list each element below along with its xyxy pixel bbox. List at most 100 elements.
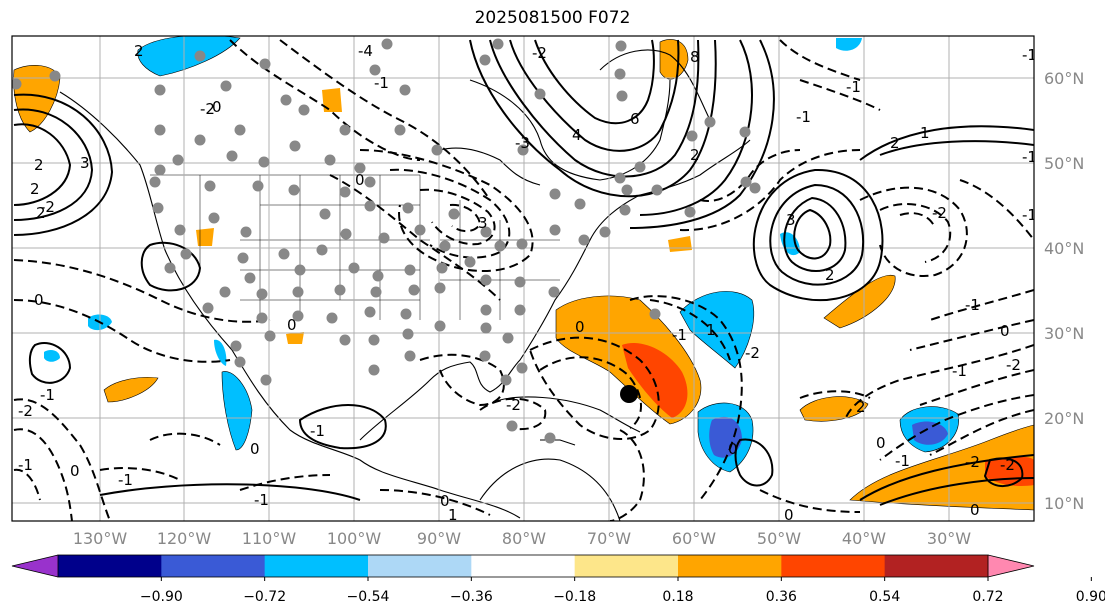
colorbar-segment [781,555,886,577]
shade-orange-plains [322,88,342,112]
contour-label: 2 [36,204,46,222]
colorbar-arrow-left [12,555,58,577]
colorbar-segment [574,555,679,577]
contour-labels: 2 0 -2 -4 8 6 4 2 -3 -2 3 -1 0 -1 1 2 0 … [18,42,1037,524]
colorbar-segment [368,555,472,577]
contour-label: 0 [784,506,794,524]
solid-contours [13,39,1034,506]
longitude-labels: 130°W 120°W 110°W 100°W 90°W 80°W 70°W 6… [73,529,971,548]
contour-label: 1 [706,321,716,339]
contour-label: 0 [287,316,297,334]
contour-label: -1 [672,326,687,344]
lat-label: 40°N [1044,239,1084,258]
contour-label: -2 [745,344,760,362]
lat-label: 50°N [1044,154,1084,173]
lon-label: 80°W [502,529,546,548]
contour-label: -1 [952,362,967,380]
colorbar-segment [471,555,576,577]
lon-label: 130°W [73,529,128,548]
contour-label: -1 [965,296,980,314]
contour-label: -2 [18,402,33,420]
contour-label: -1 [895,452,910,470]
contour-label: 0 [728,440,738,458]
colorbar-tick-label: 0.72 [972,589,1003,605]
contour-label: -1 [374,74,389,92]
contour-label: 0 [70,462,80,480]
contour-label: -4 [358,42,373,60]
contour-label: -1 [1022,206,1037,224]
contour-label: 2 [690,146,700,164]
lon-label: 50°W [757,529,801,548]
colorbar-tick-label: −0.36 [450,589,493,605]
contour-label: 6 [630,110,640,128]
contour-label: -1 [254,491,269,509]
latitude-labels: 60°N 50°N 40°N 30°N 20°N 10°N [1044,69,1084,513]
lon-label: 40°W [842,529,886,548]
shade-orange-southeast [849,424,1034,511]
lon-label: 90°W [417,529,461,548]
contour-label: -1 [1022,46,1037,64]
shade-blue-greenland [836,38,862,51]
shade-orange-hudson [659,39,689,80]
contour-label: 0 [876,434,886,452]
contour-label: 0 [250,440,260,458]
contour-label: -2 [506,396,521,414]
contour-label: 0 [355,171,365,189]
contour-label: 1 [448,506,458,524]
contour-label: -1 [1022,148,1037,166]
shade-orange-pacific-small [103,377,159,403]
storm-center-marker [620,385,638,403]
contour-label: -2 [532,44,547,62]
contour-label: -1 [18,456,33,474]
colorbar-segment [884,555,989,577]
contour-label: 1 [920,124,930,142]
contour-label: -2 [932,204,947,222]
shade-blue-pacific-tiny [44,350,60,362]
contour-label: 2 [134,42,144,60]
colorbar-segment [58,555,162,577]
map-title: 2025081500 F072 [474,8,631,28]
shade-blue-north [137,36,241,77]
contour-label: 0 [34,291,44,309]
colorbar: −0.90 −0.72 −0.54 −0.36 −0.18 0.18 0.36 0.54 0.7… [11,554,1105,605]
colorbar-tick-label: 0.90 [1076,589,1105,605]
shade-blue-gulf-mexico [214,339,227,366]
lon-label: 60°W [672,529,716,548]
colorbar-tick-label: −0.72 [243,589,286,605]
contour-label: 2 [825,266,835,284]
lat-label: 60°N [1044,69,1084,88]
contour-label: 2 [890,134,900,152]
contour-label: 2 [856,398,866,416]
contour-label: 0 [575,318,585,336]
colorbar-arrow-right [988,555,1034,577]
colorbar-segment [264,555,369,577]
contour-label: 0 [970,501,980,519]
colorbar-frame [57,554,989,578]
dashed-contours [13,39,1034,521]
shade-orange-small-west [196,228,214,246]
colorbar-tick-label: −0.18 [553,589,596,605]
contour-label: -1 [846,78,861,96]
shade-orange-east [823,274,896,329]
contour-label: 2 [34,156,44,174]
lon-label: 100°W [327,529,382,548]
contour-label: -2 [40,198,55,216]
shade-darkblue-east [912,421,948,445]
graticule [12,36,1034,521]
lat-label: 10°N [1044,494,1084,513]
contour-label: -2 [1000,456,1015,474]
station-dots [12,38,761,444]
contour-label: 0 [440,492,450,510]
shade-blue-baja [221,371,253,451]
shade-darkblue-atlantic-south [709,416,742,458]
contour-label: -1 [40,386,55,404]
lon-label: 110°W [242,529,297,548]
lon-label: 70°W [587,529,631,548]
contour-label: -1 [796,108,811,126]
colorbar-tick-label: −0.54 [347,589,390,605]
shade-orange-mid [799,396,869,422]
contour-label: -2 [200,100,215,118]
lon-label: 30°W [927,529,971,548]
contour-label: -1 [310,422,325,440]
